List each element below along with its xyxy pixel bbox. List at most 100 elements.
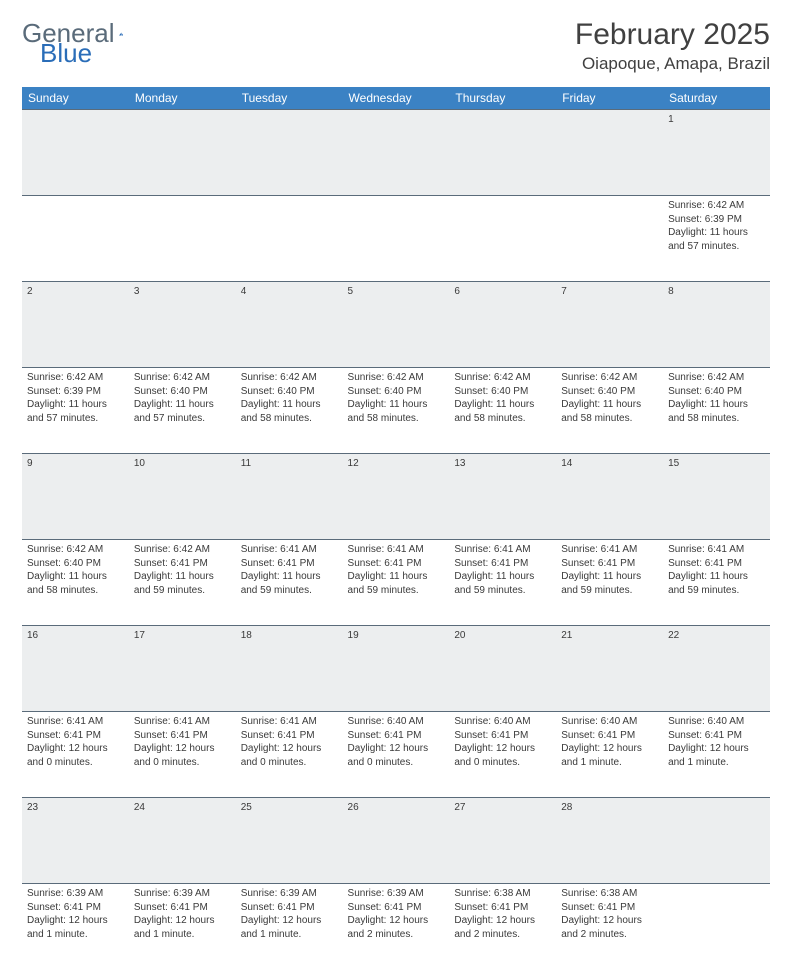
sunrise-text: Sunrise: 6:40 AM [561,715,658,729]
sunset-text: Sunset: 6:41 PM [454,729,551,743]
day-number-cell: 10 [129,454,236,540]
daylight-text: Daylight: 11 hours and 59 minutes. [668,570,765,597]
day-data-cell: Sunrise: 6:42 AMSunset: 6:40 PMDaylight:… [663,368,770,454]
sunset-text: Sunset: 6:40 PM [348,385,445,399]
day-data-cell: Sunrise: 6:39 AMSunset: 6:41 PMDaylight:… [343,884,450,970]
day-number-cell [129,110,236,196]
day-number-cell: 20 [449,626,556,712]
day-data-row: Sunrise: 6:42 AMSunset: 6:39 PMDaylight:… [22,196,770,282]
sunset-text: Sunset: 6:40 PM [134,385,231,399]
day-data-cell: Sunrise: 6:38 AMSunset: 6:41 PMDaylight:… [556,884,663,970]
day-number-cell: 11 [236,454,343,540]
sunrise-text: Sunrise: 6:40 AM [348,715,445,729]
sunset-text: Sunset: 6:41 PM [27,901,124,915]
day-number-cell: 23 [22,798,129,884]
location: Oiapoque, Amapa, Brazil [575,54,770,74]
daylight-text: Daylight: 12 hours and 1 minute. [134,914,231,941]
sunrise-text: Sunrise: 6:42 AM [27,543,124,557]
day-number-row: 2345678 [22,282,770,368]
weekday-header-row: SundayMondayTuesdayWednesdayThursdayFrid… [22,87,770,110]
day-number-cell: 14 [556,454,663,540]
day-number-cell [343,110,450,196]
sunset-text: Sunset: 6:41 PM [134,901,231,915]
sunset-text: Sunset: 6:41 PM [27,729,124,743]
daylight-text: Daylight: 12 hours and 2 minutes. [561,914,658,941]
sunrise-text: Sunrise: 6:41 AM [27,715,124,729]
day-data-cell: Sunrise: 6:41 AMSunset: 6:41 PMDaylight:… [343,540,450,626]
weekday-header: Thursday [449,87,556,110]
daylight-text: Daylight: 12 hours and 1 minute. [27,914,124,941]
sunset-text: Sunset: 6:40 PM [561,385,658,399]
sunset-text: Sunset: 6:40 PM [241,385,338,399]
sunrise-text: Sunrise: 6:42 AM [27,371,124,385]
daylight-text: Daylight: 11 hours and 58 minutes. [27,570,124,597]
logo-text-blue: Blue [40,38,92,69]
weekday-header: Friday [556,87,663,110]
daylight-text: Daylight: 11 hours and 57 minutes. [668,226,765,253]
day-number-cell: 21 [556,626,663,712]
sunrise-text: Sunrise: 6:38 AM [561,887,658,901]
sunset-text: Sunset: 6:41 PM [241,557,338,571]
daylight-text: Daylight: 12 hours and 0 minutes. [134,742,231,769]
daylight-text: Daylight: 12 hours and 1 minute. [561,742,658,769]
calendar-table: SundayMondayTuesdayWednesdayThursdayFrid… [22,87,770,970]
day-number-cell [449,110,556,196]
weekday-header: Wednesday [343,87,450,110]
sunset-text: Sunset: 6:41 PM [241,729,338,743]
daylight-text: Daylight: 12 hours and 0 minutes. [27,742,124,769]
sunrise-text: Sunrise: 6:42 AM [241,371,338,385]
sunrise-text: Sunrise: 6:42 AM [134,371,231,385]
sunset-text: Sunset: 6:41 PM [134,557,231,571]
day-data-cell: Sunrise: 6:41 AMSunset: 6:41 PMDaylight:… [663,540,770,626]
weekday-header: Sunday [22,87,129,110]
day-number-cell: 2 [22,282,129,368]
day-number-cell: 7 [556,282,663,368]
sunset-text: Sunset: 6:41 PM [561,729,658,743]
day-data-cell: Sunrise: 6:38 AMSunset: 6:41 PMDaylight:… [449,884,556,970]
day-number-cell: 28 [556,798,663,884]
day-number-cell: 19 [343,626,450,712]
day-number-cell: 13 [449,454,556,540]
sunrise-text: Sunrise: 6:41 AM [241,543,338,557]
sunset-text: Sunset: 6:41 PM [561,901,658,915]
sunset-text: Sunset: 6:39 PM [27,385,124,399]
day-number-cell: 8 [663,282,770,368]
sunset-text: Sunset: 6:41 PM [454,901,551,915]
day-data-cell: Sunrise: 6:41 AMSunset: 6:41 PMDaylight:… [129,712,236,798]
day-data-cell: Sunrise: 6:42 AMSunset: 6:40 PMDaylight:… [556,368,663,454]
weekday-header: Tuesday [236,87,343,110]
day-data-cell: Sunrise: 6:40 AMSunset: 6:41 PMDaylight:… [449,712,556,798]
day-data-cell: Sunrise: 6:41 AMSunset: 6:41 PMDaylight:… [556,540,663,626]
sunrise-text: Sunrise: 6:39 AM [348,887,445,901]
sunrise-text: Sunrise: 6:39 AM [241,887,338,901]
weekday-header: Saturday [663,87,770,110]
sunset-text: Sunset: 6:41 PM [348,557,445,571]
daylight-text: Daylight: 11 hours and 57 minutes. [27,398,124,425]
day-number-cell: 3 [129,282,236,368]
day-number-row: 232425262728 [22,798,770,884]
day-number-cell [556,110,663,196]
sunrise-text: Sunrise: 6:39 AM [27,887,124,901]
sunrise-text: Sunrise: 6:41 AM [668,543,765,557]
sunset-text: Sunset: 6:41 PM [134,729,231,743]
day-number-cell [22,110,129,196]
sunrise-text: Sunrise: 6:42 AM [668,199,765,213]
daylight-text: Daylight: 11 hours and 58 minutes. [561,398,658,425]
day-data-cell: Sunrise: 6:42 AMSunset: 6:41 PMDaylight:… [129,540,236,626]
sunrise-text: Sunrise: 6:42 AM [134,543,231,557]
day-data-cell: Sunrise: 6:42 AMSunset: 6:40 PMDaylight:… [343,368,450,454]
month-title: February 2025 [575,18,770,52]
day-number-cell: 5 [343,282,450,368]
day-data-cell: Sunrise: 6:42 AMSunset: 6:40 PMDaylight:… [22,540,129,626]
sunset-text: Sunset: 6:41 PM [241,901,338,915]
sunrise-text: Sunrise: 6:40 AM [454,715,551,729]
daylight-text: Daylight: 11 hours and 59 minutes. [561,570,658,597]
day-number-cell: 6 [449,282,556,368]
day-data-cell [129,196,236,282]
daylight-text: Daylight: 11 hours and 58 minutes. [241,398,338,425]
day-data-row: Sunrise: 6:41 AMSunset: 6:41 PMDaylight:… [22,712,770,798]
daylight-text: Daylight: 11 hours and 58 minutes. [668,398,765,425]
day-number-cell: 22 [663,626,770,712]
day-data-cell: Sunrise: 6:41 AMSunset: 6:41 PMDaylight:… [449,540,556,626]
day-number-cell: 18 [236,626,343,712]
